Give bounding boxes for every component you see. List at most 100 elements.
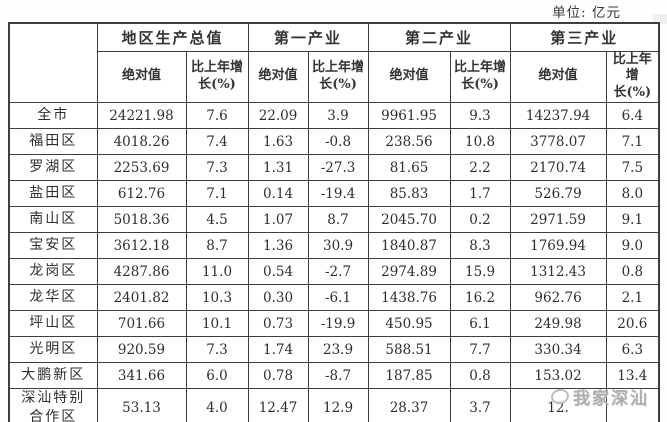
value-cell: 1.63: [247, 128, 309, 156]
value-cell: 187.85: [367, 362, 451, 390]
value-cell: -27.3: [307, 154, 369, 182]
value-cell: 4.0: [185, 388, 249, 422]
value-cell: 7.4: [185, 128, 249, 156]
value-cell: 6.3: [605, 336, 660, 364]
value-cell: 9961.95: [367, 102, 451, 130]
value-cell: 30.9: [307, 232, 369, 260]
value-cell: 12.47: [247, 388, 309, 422]
table-body: 全市 24221.98 7.6 22.09 3.9 9961.95 9.3 14…: [8, 102, 660, 422]
value-cell: 81.65: [367, 154, 451, 182]
sub-header-growth: 比上年增 长(%): [449, 50, 511, 104]
value-cell: 6.1: [449, 310, 511, 338]
value-cell: 7.1: [185, 180, 249, 208]
value-cell: 1.07: [247, 206, 309, 234]
value-cell: 238.56: [367, 128, 451, 156]
table-row: 盐田区 612.76 7.1 0.14 -19.4 85.83 1.7 526.…: [8, 180, 660, 208]
value-cell: 9.1: [605, 206, 660, 234]
sub-header-growth: 比上年增 长(%): [185, 50, 249, 104]
region-label: 龙岗区: [8, 258, 98, 286]
corner-cell: [8, 22, 98, 104]
region-label: 深汕特别 合作区: [8, 388, 98, 422]
value-cell: 0.14: [247, 180, 309, 208]
region-label: 盐田区: [8, 180, 98, 208]
value-cell: 2253.69: [96, 154, 187, 182]
value-cell: 14237.94: [509, 102, 607, 130]
table-row: 坪山区 701.66 10.1 0.73 -19.9 450.95 6.1 24…: [8, 310, 660, 338]
value-cell: 24221.98: [96, 102, 187, 130]
region-label: 坪山区: [8, 310, 98, 338]
value-cell: 20.6: [605, 310, 660, 338]
value-cell: 0.73: [247, 310, 309, 338]
region-label: 南山区: [8, 206, 98, 234]
region-label: 罗湖区: [8, 154, 98, 182]
value-cell: 0.54: [247, 258, 309, 286]
table-row: 大鹏新区 341.66 6.0 0.78 -8.7 187.85 0.8 153…: [8, 362, 660, 390]
value-cell: 7.3: [185, 154, 249, 182]
value-cell: 6.4: [605, 102, 660, 130]
value-cell: 701.66: [96, 310, 187, 338]
value-cell: 16.2: [449, 284, 511, 312]
sub-header-absolute: 绝对值: [247, 50, 309, 104]
unit-label: 单位: 亿元: [552, 5, 621, 21]
value-cell: 8.0: [605, 180, 660, 208]
value-cell: 3778.07: [509, 128, 607, 156]
region-label: 福田区: [8, 128, 98, 156]
table-row: 龙岗区 4287.86 11.0 0.54 -2.7 2974.89 15.9 …: [8, 258, 660, 286]
value-cell: 1769.94: [509, 232, 607, 260]
value-cell: 10.8: [449, 128, 511, 156]
value-cell: 1438.76: [367, 284, 451, 312]
value-cell: 10.1: [185, 310, 249, 338]
region-label: 全市: [8, 102, 98, 130]
value-cell: 153.02: [509, 362, 607, 390]
table-row: 深汕特别 合作区 53.13 4.0 12.47 12.9 28.37 3.7 …: [8, 388, 660, 422]
value-cell: 28.37: [367, 388, 451, 422]
sub-header-absolute: 绝对值: [96, 50, 187, 104]
value-cell: 8.3: [449, 232, 511, 260]
value-cell: 341.66: [96, 362, 187, 390]
value-cell: 1.7: [449, 180, 511, 208]
value-cell: 8.7: [185, 232, 249, 260]
value-cell: 0.8: [605, 258, 660, 286]
value-cell: 1.31: [247, 154, 309, 182]
sub-header-growth: 比上年增 长(%): [605, 50, 660, 104]
value-cell: -2.7: [307, 258, 369, 286]
value-cell: [605, 388, 660, 422]
value-cell: 2971.59: [509, 206, 607, 234]
table-row: 龙华区 2401.82 10.3 0.30 -6.1 1438.76 16.2 …: [8, 284, 660, 312]
group-header-secondary-industry: 第二产业: [367, 22, 511, 52]
value-cell: 8.7: [307, 206, 369, 234]
value-cell: 0.8: [449, 362, 511, 390]
value-cell: 23.9: [307, 336, 369, 364]
value-cell: 2974.89: [367, 258, 451, 286]
value-cell: 9.3: [449, 102, 511, 130]
value-cell: 2401.82: [96, 284, 187, 312]
value-cell: 0.30: [247, 284, 309, 312]
value-cell: 0.78: [247, 362, 309, 390]
value-cell: 7.3: [185, 336, 249, 364]
value-cell: 12.9: [307, 388, 369, 422]
value-cell: 1312.43: [509, 258, 607, 286]
value-cell: -19.9: [307, 310, 369, 338]
value-cell: 10.3: [185, 284, 249, 312]
region-label: 光明区: [8, 336, 98, 364]
group-header-primary-industry: 第一产业: [247, 22, 369, 52]
value-cell: 6.0: [185, 362, 249, 390]
table-row: 福田区 4018.26 7.4 1.63 -0.8 238.56 10.8 37…: [8, 128, 660, 156]
sub-header-growth: 比上年增 长(%): [307, 50, 369, 104]
value-cell: 7.1: [605, 128, 660, 156]
value-cell: -8.7: [307, 362, 369, 390]
value-cell: 7.6: [185, 102, 249, 130]
value-cell: 9.0: [605, 232, 660, 260]
group-header-gdp: 地区生产总值: [96, 22, 249, 52]
value-cell: 22.09: [247, 102, 309, 130]
value-cell: -0.8: [307, 128, 369, 156]
gdp-table: 地区生产总值 第一产业 第二产业 第三产业 绝对值 比上年增 长(%) 绝对值 …: [8, 22, 661, 422]
value-cell: 1.74: [247, 336, 309, 364]
table-row: 南山区 5018.36 4.5 1.07 8.7 2045.70 0.2 297…: [8, 206, 660, 234]
value-cell: 15.9: [449, 258, 511, 286]
value-cell: 2.2: [449, 154, 511, 182]
value-cell: 526.79: [509, 180, 607, 208]
value-cell: 85.83: [367, 180, 451, 208]
region-label: 宝安区: [8, 232, 98, 260]
value-cell: 53.13: [96, 388, 187, 422]
